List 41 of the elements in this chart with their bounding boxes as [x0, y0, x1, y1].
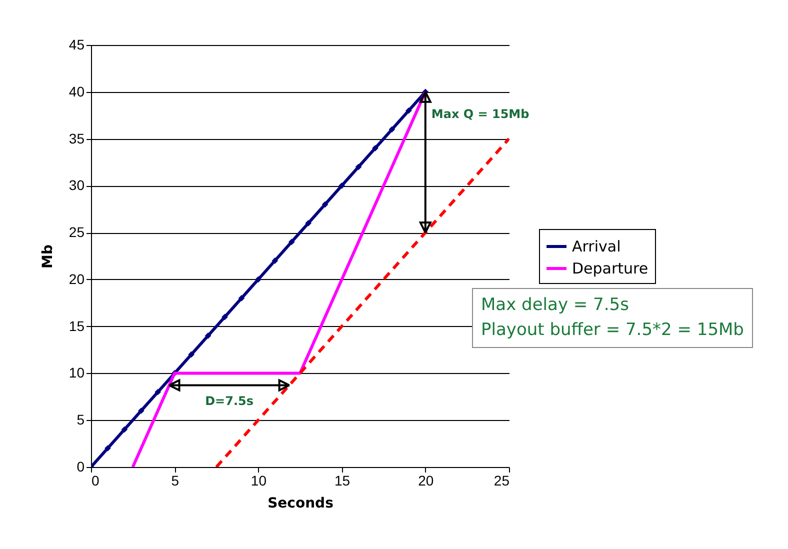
y-tick-label: 20: [68, 270, 85, 287]
point: [204, 332, 212, 339]
point: [355, 164, 362, 170]
point: [322, 201, 328, 208]
y-axis-title: Mb: [40, 244, 56, 268]
point: [222, 314, 228, 320]
annotation: Max Q = 15Mb: [431, 106, 530, 121]
y-tick-label: 30: [68, 177, 85, 194]
y-tick-label: 40: [68, 83, 85, 100]
point: [154, 388, 162, 396]
y-tick-label: 15: [68, 318, 85, 334]
point: [138, 408, 144, 414]
y-tick-label: 5: [76, 412, 85, 428]
point: [121, 426, 128, 433]
point: [104, 445, 111, 452]
legend-label: Arrival: [572, 238, 621, 256]
x-tick-label: 25: [494, 472, 510, 488]
y-tick-label: 0: [76, 458, 85, 474]
point: [238, 295, 245, 302]
y-tick-label: 35: [68, 130, 85, 146]
y-tick-label: 25: [68, 224, 85, 240]
point: [188, 351, 194, 358]
x-tick-label: 10: [250, 472, 267, 488]
annotation: Max delay = 7.5s Playout buffer = 7.5*2 = 15Mb: [472, 288, 753, 348]
x-tick-label: 20: [418, 472, 434, 488]
point: [272, 258, 278, 264]
x-axis-title: Seconds: [268, 496, 334, 512]
annotation: D=7.5s: [205, 394, 254, 408]
point: [255, 276, 262, 283]
x-tick-label: 5: [171, 472, 180, 488]
point: [288, 238, 295, 246]
point: [338, 182, 345, 189]
point: [305, 220, 312, 226]
x-tick-label: 15: [334, 472, 350, 488]
point: [406, 107, 412, 114]
point: [388, 126, 396, 133]
x-tick-label: 0: [92, 472, 100, 488]
y-tick-label: 10: [68, 364, 85, 381]
legend-label: Departure: [572, 260, 648, 278]
y-tick-label: 45: [68, 36, 85, 52]
point: [372, 144, 378, 152]
